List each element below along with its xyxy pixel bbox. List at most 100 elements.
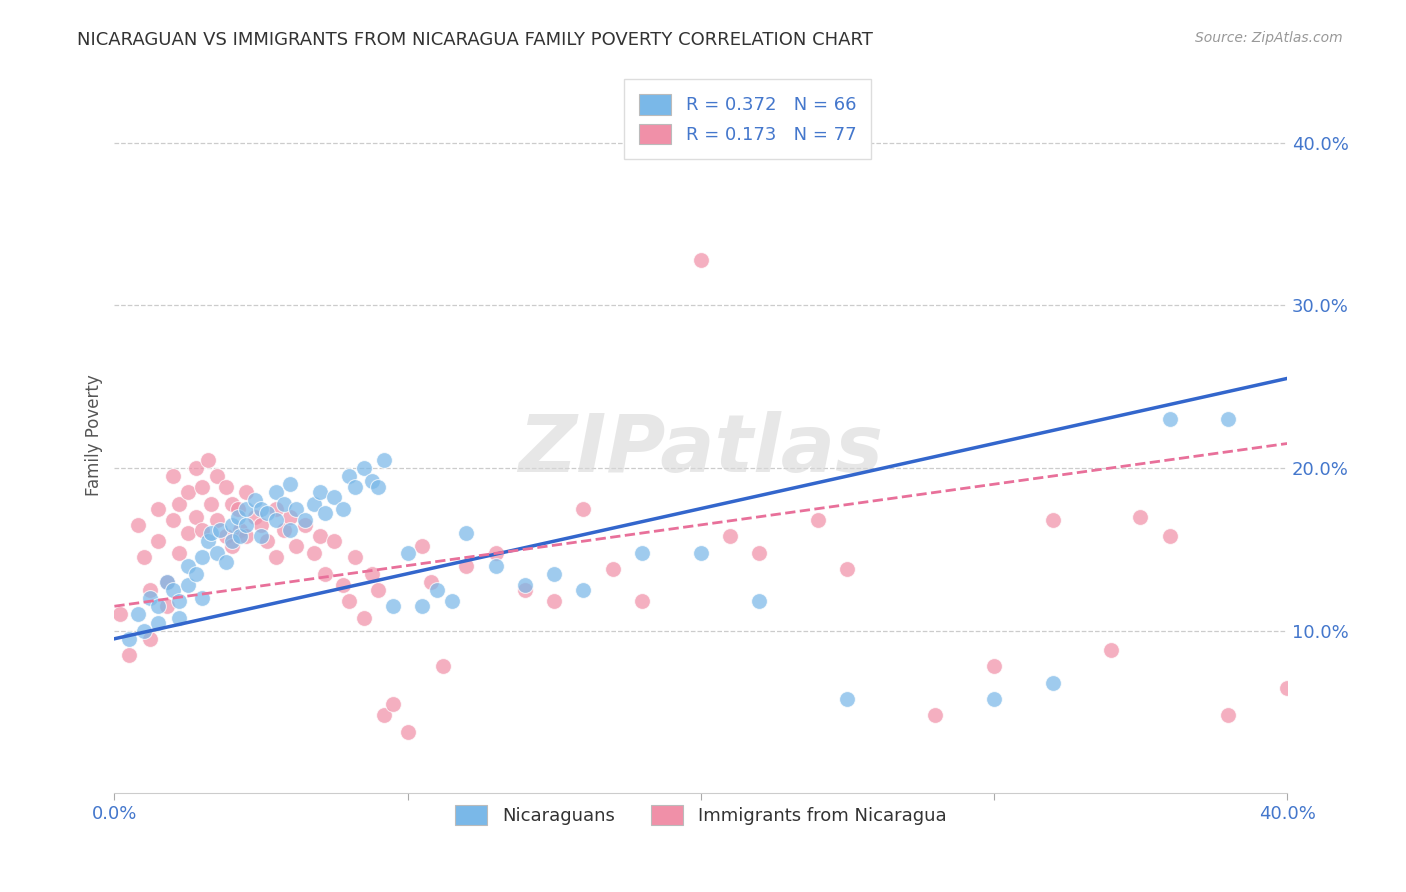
Nicaraguans — [118, 632, 141, 646]
Nicaraguans — [127, 607, 149, 622]
Immigrants from Nicaragua — [381, 697, 404, 711]
Nicaraguans — [411, 599, 433, 614]
Nicaraguans — [367, 480, 389, 494]
Immigrants from Nicaragua — [110, 607, 132, 622]
Nicaraguans — [337, 469, 360, 483]
Immigrants from Nicaragua — [156, 599, 179, 614]
Immigrants from Nicaragua — [396, 724, 419, 739]
Immigrants from Nicaragua — [315, 566, 337, 581]
Immigrants from Nicaragua — [226, 501, 249, 516]
Nicaraguans — [177, 558, 200, 573]
Immigrants from Nicaragua — [205, 513, 228, 527]
Immigrants from Nicaragua — [689, 252, 711, 267]
Nicaraguans — [689, 545, 711, 559]
Text: NICARAGUAN VS IMMIGRANTS FROM NICARAGUA FAMILY POVERTY CORRELATION CHART: NICARAGUAN VS IMMIGRANTS FROM NICARAGUA … — [77, 31, 873, 49]
Nicaraguans — [983, 692, 1005, 706]
Immigrants from Nicaragua — [235, 529, 257, 543]
Immigrants from Nicaragua — [302, 545, 325, 559]
Nicaraguans — [229, 529, 252, 543]
Immigrants from Nicaragua — [294, 517, 316, 532]
Immigrants from Nicaragua — [215, 529, 238, 543]
Nicaraguans — [177, 578, 200, 592]
Nicaraguans — [278, 523, 301, 537]
Text: Source: ZipAtlas.com: Source: ZipAtlas.com — [1195, 31, 1343, 45]
Immigrants from Nicaragua — [273, 523, 295, 537]
Immigrants from Nicaragua — [186, 509, 208, 524]
Nicaraguans — [323, 490, 346, 504]
Immigrants from Nicaragua — [200, 497, 222, 511]
Immigrants from Nicaragua — [148, 534, 170, 549]
Nicaraguans — [215, 555, 238, 569]
Immigrants from Nicaragua — [235, 485, 257, 500]
Immigrants from Nicaragua — [513, 582, 536, 597]
Nicaraguans — [332, 501, 354, 516]
Nicaraguans — [167, 610, 190, 624]
Immigrants from Nicaragua — [308, 529, 330, 543]
Nicaraguans — [373, 452, 395, 467]
Nicaraguans — [264, 513, 287, 527]
Immigrants from Nicaragua — [543, 594, 565, 608]
Immigrants from Nicaragua — [229, 523, 252, 537]
Immigrants from Nicaragua — [1159, 529, 1181, 543]
Immigrants from Nicaragua — [456, 558, 478, 573]
Immigrants from Nicaragua — [983, 659, 1005, 673]
Immigrants from Nicaragua — [132, 550, 155, 565]
Immigrants from Nicaragua — [186, 461, 208, 475]
Immigrants from Nicaragua — [118, 648, 141, 662]
Nicaraguans — [156, 574, 179, 589]
Nicaraguans — [208, 523, 231, 537]
Immigrants from Nicaragua — [278, 509, 301, 524]
Immigrants from Nicaragua — [197, 452, 219, 467]
Immigrants from Nicaragua — [807, 513, 830, 527]
Immigrants from Nicaragua — [373, 708, 395, 723]
Immigrants from Nicaragua — [924, 708, 946, 723]
Nicaraguans — [381, 599, 404, 614]
Immigrants from Nicaragua — [191, 523, 214, 537]
Nicaraguans — [221, 517, 243, 532]
Immigrants from Nicaragua — [167, 497, 190, 511]
Immigrants from Nicaragua — [127, 517, 149, 532]
Immigrants from Nicaragua — [343, 550, 366, 565]
Immigrants from Nicaragua — [215, 480, 238, 494]
Nicaraguans — [226, 509, 249, 524]
Immigrants from Nicaragua — [256, 534, 278, 549]
Immigrants from Nicaragua — [631, 594, 654, 608]
Y-axis label: Family Poverty: Family Poverty — [86, 375, 103, 496]
Nicaraguans — [273, 497, 295, 511]
Immigrants from Nicaragua — [718, 529, 741, 543]
Nicaraguans — [278, 477, 301, 491]
Immigrants from Nicaragua — [572, 501, 595, 516]
Immigrants from Nicaragua — [420, 574, 443, 589]
Immigrants from Nicaragua — [332, 578, 354, 592]
Immigrants from Nicaragua — [264, 501, 287, 516]
Nicaraguans — [162, 582, 184, 597]
Nicaraguans — [1218, 412, 1240, 426]
Immigrants from Nicaragua — [602, 562, 624, 576]
Nicaraguans — [221, 534, 243, 549]
Immigrants from Nicaragua — [221, 497, 243, 511]
Nicaraguans — [197, 534, 219, 549]
Immigrants from Nicaragua — [138, 582, 160, 597]
Nicaraguans — [513, 578, 536, 592]
Nicaraguans — [235, 501, 257, 516]
Immigrants from Nicaragua — [177, 485, 200, 500]
Legend: Nicaraguans, Immigrants from Nicaragua: Nicaraguans, Immigrants from Nicaragua — [446, 796, 956, 834]
Nicaraguans — [426, 582, 449, 597]
Nicaraguans — [308, 485, 330, 500]
Nicaraguans — [132, 624, 155, 638]
Immigrants from Nicaragua — [221, 539, 243, 553]
Nicaraguans — [256, 507, 278, 521]
Nicaraguans — [631, 545, 654, 559]
Nicaraguans — [250, 501, 273, 516]
Nicaraguans — [343, 480, 366, 494]
Immigrants from Nicaragua — [167, 545, 190, 559]
Immigrants from Nicaragua — [191, 480, 214, 494]
Nicaraguans — [285, 501, 308, 516]
Immigrants from Nicaragua — [250, 517, 273, 532]
Nicaraguans — [484, 558, 506, 573]
Nicaraguans — [294, 513, 316, 527]
Immigrants from Nicaragua — [411, 539, 433, 553]
Immigrants from Nicaragua — [162, 513, 184, 527]
Immigrants from Nicaragua — [1099, 643, 1122, 657]
Immigrants from Nicaragua — [243, 509, 266, 524]
